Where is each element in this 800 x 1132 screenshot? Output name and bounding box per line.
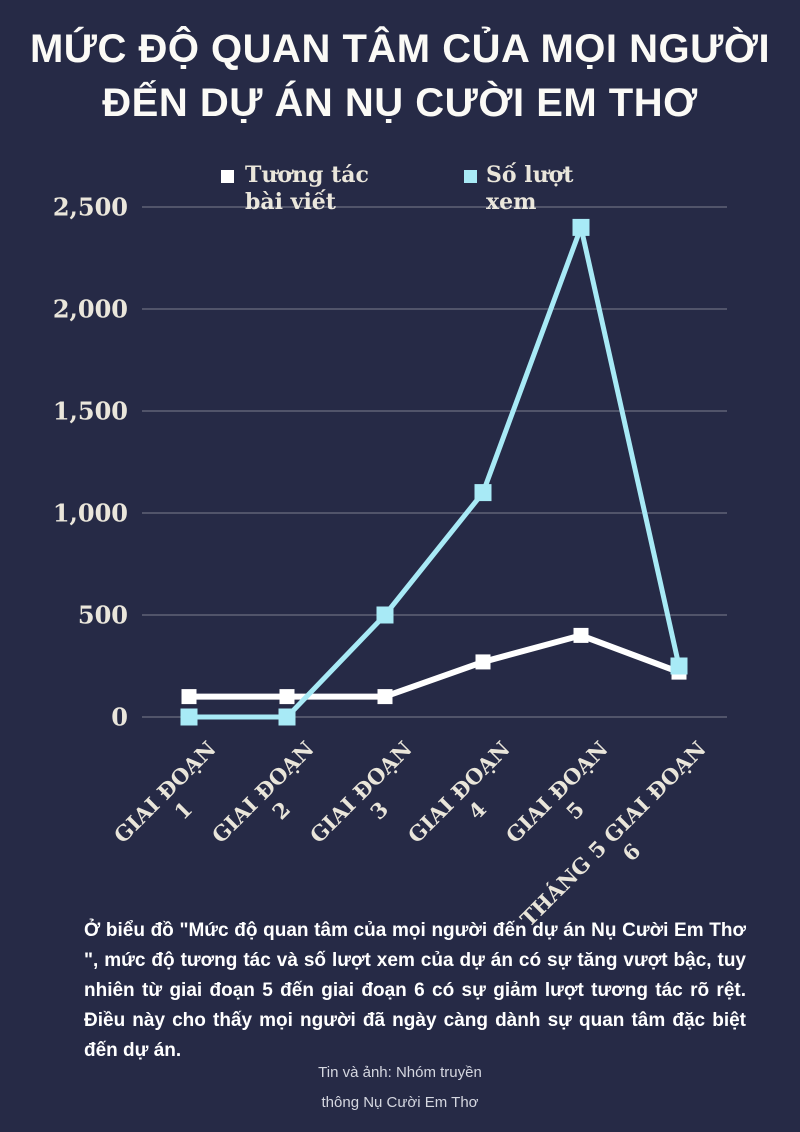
y-tick-label: 1,000 <box>53 499 128 528</box>
data-point-marker <box>573 627 589 643</box>
y-tick-label: 1,500 <box>53 397 128 426</box>
data-point-marker <box>474 484 492 502</box>
data-point-marker <box>278 708 296 726</box>
data-point-marker <box>376 606 394 624</box>
legend-swatch-interactions-icon <box>221 170 234 183</box>
y-tick-label: 2,500 <box>53 193 128 222</box>
data-point-marker <box>377 689 393 705</box>
credit-text: Tin và ảnh: Nhóm truyền thông Nụ Cười Em… <box>0 1058 800 1118</box>
y-tick-label: 2,000 <box>53 295 128 324</box>
legend-label-views: Số lượt xem <box>486 162 574 215</box>
page-title: MỨC ĐỘ QUAN TÂM CỦA MỌI NGƯỜI ĐẾN DỰ ÁN … <box>0 22 800 130</box>
y-tick-label: 500 <box>78 601 128 630</box>
legend-swatch-views-icon <box>464 170 477 183</box>
data-point-marker <box>279 689 295 705</box>
page-title-line-1: MỨC ĐỘ QUAN TÂM CỦA MỌI NGƯỜI <box>29 27 771 71</box>
data-point-marker <box>181 689 197 705</box>
line-chart: 0 500 1,000 1,500 2,000 2,500 <box>53 193 727 732</box>
credit-line-2: thông Nụ Cười Em Thơ <box>321 1094 479 1111</box>
y-tick-label: 0 <box>111 703 128 732</box>
data-point-marker <box>180 708 198 726</box>
page-title-line-2: ĐẾN DỰ ÁN NỤ CƯỜI EM THƠ <box>102 81 698 125</box>
data-point-marker <box>572 218 590 236</box>
legend-label-interactions: Tương tác bài viết <box>245 162 369 215</box>
data-point-marker <box>670 657 688 675</box>
data-point-marker <box>475 654 491 670</box>
series-line-1 <box>189 224 682 720</box>
credit-line-1: Tin và ảnh: Nhóm truyền <box>318 1064 482 1081</box>
series-line-0 <box>189 632 681 700</box>
chart-caption: Ở biểu đồ "Mức độ quan tâm của mọi người… <box>84 920 746 1061</box>
